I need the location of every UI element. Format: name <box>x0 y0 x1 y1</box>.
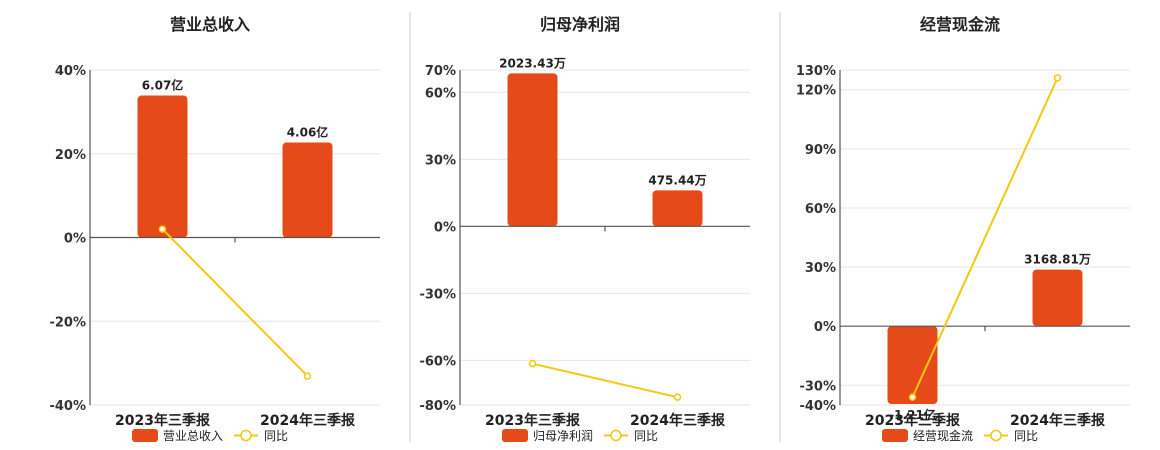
y-tick-label: 0% <box>814 320 836 335</box>
y-tick-label: 130% <box>796 64 836 79</box>
legend-bar-label: 营业总收入 <box>163 429 223 443</box>
yoy-point <box>1053 74 1062 82</box>
y-tick-label: 60% <box>805 202 836 217</box>
legend-line-marker <box>610 429 622 442</box>
chart-title: 营业总收入 <box>170 15 250 34</box>
y-tick-label: -30% <box>799 379 836 394</box>
bar <box>137 95 188 238</box>
yoy-point <box>303 372 312 380</box>
x-category-label: 2024年三季报 <box>1010 412 1105 429</box>
legend-bar-swatch <box>882 429 908 442</box>
y-tick-label: 30% <box>425 153 456 168</box>
y-tick-label: -60% <box>419 354 456 369</box>
y-tick-label: 70% <box>425 64 456 79</box>
yoy-point <box>528 359 537 368</box>
legend-line-label: 同比 <box>1014 429 1038 443</box>
legend-line-label: 同比 <box>634 429 658 443</box>
x-category-label: 2024年三季报 <box>260 412 355 429</box>
bar <box>652 190 703 227</box>
bar-data-label: -1.21亿 <box>889 407 936 422</box>
y-tick-label: -30% <box>419 287 456 302</box>
yoy-line <box>911 77 1059 398</box>
yoy-point <box>673 393 682 401</box>
legend-bar-label: 经营现金流 <box>913 428 973 443</box>
y-tick-label: -40% <box>799 399 836 414</box>
legend-line-marker <box>240 429 252 442</box>
y-tick-label: 60% <box>425 86 456 101</box>
bar <box>1032 269 1083 327</box>
y-tick-label: 20% <box>55 148 86 163</box>
legend-line-label: 同比 <box>264 429 288 443</box>
x-category-label: 2023年三季报 <box>115 412 210 429</box>
legend-bar-swatch <box>132 429 158 442</box>
yoy-line <box>532 362 678 399</box>
chart-title: 经营现金流 <box>920 15 1000 34</box>
yoy-point <box>908 393 917 401</box>
y-tick-label: 40% <box>55 64 86 79</box>
y-tick-label: -40% <box>49 399 86 414</box>
bar-data-label: 2023.43万 <box>499 56 566 70</box>
bar-data-label: 475.44万 <box>648 173 706 187</box>
bar <box>282 142 333 238</box>
yoy-line <box>161 228 309 377</box>
x-category-label: 2023年三季报 <box>865 412 960 429</box>
y-tick-label: -20% <box>49 315 86 330</box>
legend-bar-swatch <box>502 429 528 442</box>
bar-data-label: 4.06亿 <box>287 124 329 139</box>
bar-data-label: 6.07亿 <box>142 78 184 93</box>
chart-title: 归母净利润 <box>540 15 620 34</box>
y-tick-label: 90% <box>805 143 836 158</box>
legend-line-marker <box>990 429 1002 442</box>
y-tick-label: 0% <box>64 232 86 247</box>
y-tick-label: -80% <box>419 399 456 414</box>
bar-data-label: 3168.81万 <box>1024 253 1091 267</box>
x-category-label: 2024年三季报 <box>630 412 725 429</box>
bar <box>887 326 938 405</box>
bar <box>507 73 558 227</box>
x-category-label: 2023年三季报 <box>485 412 580 429</box>
yoy-point <box>158 225 167 233</box>
y-tick-label: 30% <box>805 261 836 276</box>
y-tick-label: 0% <box>434 220 456 235</box>
legend-bar-label: 归母净利润 <box>533 429 593 443</box>
y-tick-label: 120% <box>796 84 836 99</box>
